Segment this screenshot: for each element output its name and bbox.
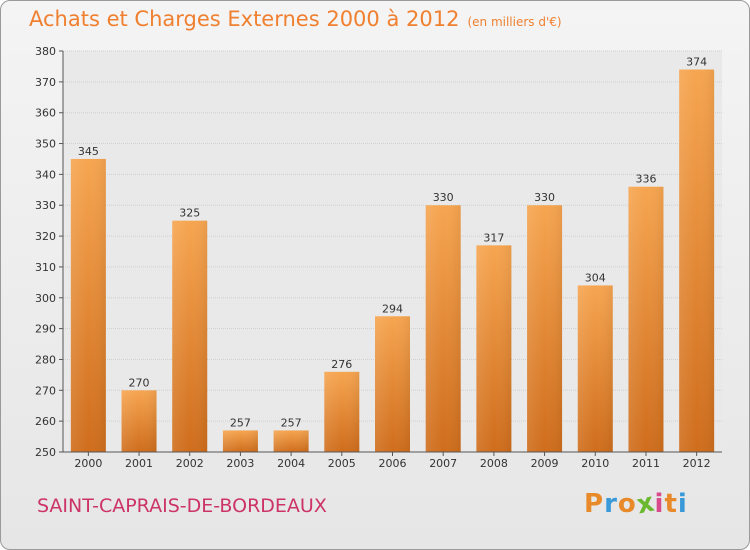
x-tick-label-2011: 2011	[632, 457, 660, 470]
bar-shine-2012	[679, 69, 715, 452]
y-tick-label: 320	[35, 230, 56, 243]
x-tick-label-2005: 2005	[328, 457, 356, 470]
y-tick-label: 350	[35, 138, 56, 151]
y-tick-label: 330	[35, 199, 56, 212]
bar-shine-2002	[172, 220, 208, 452]
x-tick-label-2010: 2010	[581, 457, 609, 470]
x-tick-label-2006: 2006	[379, 457, 407, 470]
bar-shine-2011	[628, 186, 664, 452]
data-label-2002: 325	[179, 207, 200, 220]
logo-letter: i	[654, 489, 665, 519]
data-label-2003: 257	[230, 416, 251, 429]
town-name: SAINT-CAPRAIS-DE-BORDEAUX	[37, 495, 327, 517]
y-tick-label: 250	[35, 446, 56, 459]
y-tick-label: 370	[35, 76, 56, 89]
data-label-2010: 304	[585, 271, 606, 284]
logo-letter: P	[584, 489, 605, 519]
data-label-2006: 294	[382, 302, 403, 315]
data-label-2012: 374	[686, 56, 707, 69]
x-tick-label-2009: 2009	[531, 457, 559, 470]
x-tick-label-2002: 2002	[176, 457, 204, 470]
bar-shine-2000	[70, 158, 106, 452]
y-tick-label: 310	[35, 261, 56, 274]
data-label-2008: 317	[483, 231, 504, 244]
logo-letter: i	[677, 489, 688, 519]
x-tick-label-2004: 2004	[277, 457, 305, 470]
data-label-2004: 257	[281, 416, 302, 429]
y-tick-label: 280	[35, 353, 56, 366]
y-tick-label: 300	[35, 292, 56, 305]
x-tick-label-2001: 2001	[125, 457, 153, 470]
chart-subtitle: (en milliers d'€)	[467, 15, 562, 29]
y-tick-label: 360	[35, 107, 56, 120]
y-tick-label: 340	[35, 168, 56, 181]
y-tick-label: 260	[35, 415, 56, 428]
data-label-2000: 345	[78, 145, 99, 158]
y-tick-label: 290	[35, 323, 56, 336]
chart-title: Achats et Charges Externes 2000 à 2012 (e…	[29, 7, 562, 31]
data-label-2011: 336	[635, 173, 656, 186]
x-tick-label-2008: 2008	[480, 457, 508, 470]
x-tick-label-2003: 2003	[226, 457, 254, 470]
x-tick-label-2012: 2012	[683, 457, 711, 470]
data-label-2001: 270	[129, 376, 150, 389]
bar-shine-2004	[273, 430, 309, 452]
logo-letter: o	[617, 489, 637, 519]
y-tick-label: 270	[35, 384, 56, 397]
chart-title-text: Achats et Charges Externes 2000 à 2012	[29, 7, 460, 31]
x-tick-label-2007: 2007	[429, 457, 457, 470]
bar-shine-2009	[527, 205, 563, 452]
data-label-2009: 330	[534, 191, 555, 204]
data-label-2007: 330	[433, 191, 454, 204]
bar-shine-2010	[577, 285, 613, 452]
data-label-2005: 276	[331, 358, 352, 371]
x-tick-label-2000: 2000	[74, 457, 102, 470]
logo-letter: t	[664, 489, 678, 519]
bar-shine-2005	[324, 371, 360, 452]
bar-shine-2008	[476, 245, 512, 452]
bar-shine-2003	[222, 430, 258, 452]
bar-shine-2006	[375, 316, 410, 452]
y-tick-label: 380	[35, 45, 56, 58]
proxiti-logo: Proxiti	[584, 487, 688, 520]
bar-shine-2001	[121, 390, 157, 452]
logo-letter: r	[604, 489, 618, 519]
bar-shine-2007	[425, 205, 461, 452]
